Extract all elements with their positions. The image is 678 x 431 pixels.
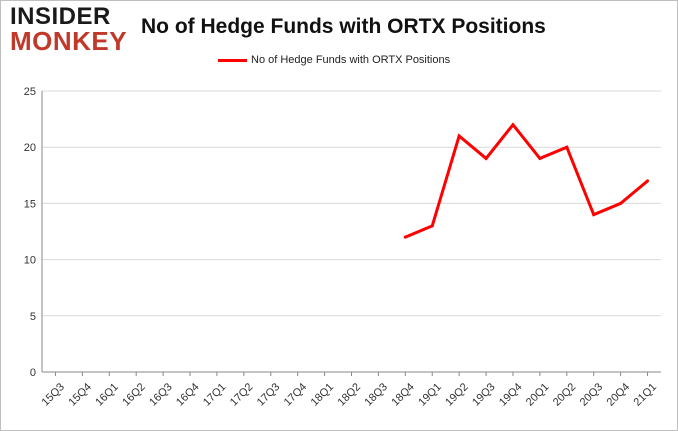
data-point xyxy=(484,156,488,160)
y-tick-label: 10 xyxy=(24,255,36,267)
x-tick-label: 16Q1 xyxy=(93,381,121,409)
x-tick-label: 21Q1 xyxy=(632,381,660,409)
data-point xyxy=(403,235,407,239)
x-tick-label: 17Q3 xyxy=(255,381,283,409)
x-tick-label: 16Q4 xyxy=(174,381,202,409)
legend-swatch xyxy=(218,58,247,62)
x-tick-label: 18Q2 xyxy=(336,381,364,409)
x-tick-label: 20Q1 xyxy=(524,381,552,409)
x-tick-label: 20Q3 xyxy=(578,381,606,409)
y-tick-label: 25 xyxy=(24,86,36,98)
legend-label: No of Hedge Funds with ORTX Positions xyxy=(251,54,451,66)
x-tick-label: 20Q4 xyxy=(605,381,633,409)
data-point xyxy=(511,123,515,127)
x-tick-label: 15Q4 xyxy=(66,381,94,409)
logo-line-1: INSIDER xyxy=(10,3,111,30)
x-tick-label: 16Q2 xyxy=(120,381,148,409)
insider-monkey-logo: INSIDER MONKEY xyxy=(10,5,128,57)
x-tick-label: 17Q1 xyxy=(201,381,229,409)
data-point xyxy=(619,201,623,205)
x-tick-label: 19Q1 xyxy=(416,381,444,409)
chart-legend: No of Hedge Funds with ORTX Positions xyxy=(218,54,450,66)
y-tick-label: 5 xyxy=(30,311,36,323)
x-tick-label: 17Q4 xyxy=(282,381,310,409)
x-tick-label: 18Q4 xyxy=(389,381,417,409)
x-tick-label: 16Q3 xyxy=(147,381,175,409)
x-tick-label: 18Q3 xyxy=(362,381,390,409)
x-tick-label: 18Q1 xyxy=(309,381,337,409)
data-point xyxy=(538,156,542,160)
chart-title: No of Hedge Funds with ORTX Positions xyxy=(141,15,546,38)
x-tick-label: 17Q2 xyxy=(228,381,256,409)
y-tick-label: 20 xyxy=(24,142,36,154)
data-point xyxy=(592,213,596,217)
data-point xyxy=(565,145,569,149)
data-point xyxy=(457,134,461,138)
x-tick-label: 19Q2 xyxy=(443,381,471,409)
y-tick-label: 15 xyxy=(24,198,36,210)
data-point xyxy=(430,224,434,228)
series-line xyxy=(404,122,649,239)
x-tick-label: 19Q4 xyxy=(497,381,525,409)
data-point xyxy=(646,179,650,183)
x-tick-label: 19Q3 xyxy=(470,381,498,409)
x-tick-label: 15Q3 xyxy=(40,381,68,409)
x-tick-label: 20Q2 xyxy=(551,381,579,409)
logo-line-2: MONKEY xyxy=(10,26,128,56)
y-tick-label: 0 xyxy=(30,367,36,379)
